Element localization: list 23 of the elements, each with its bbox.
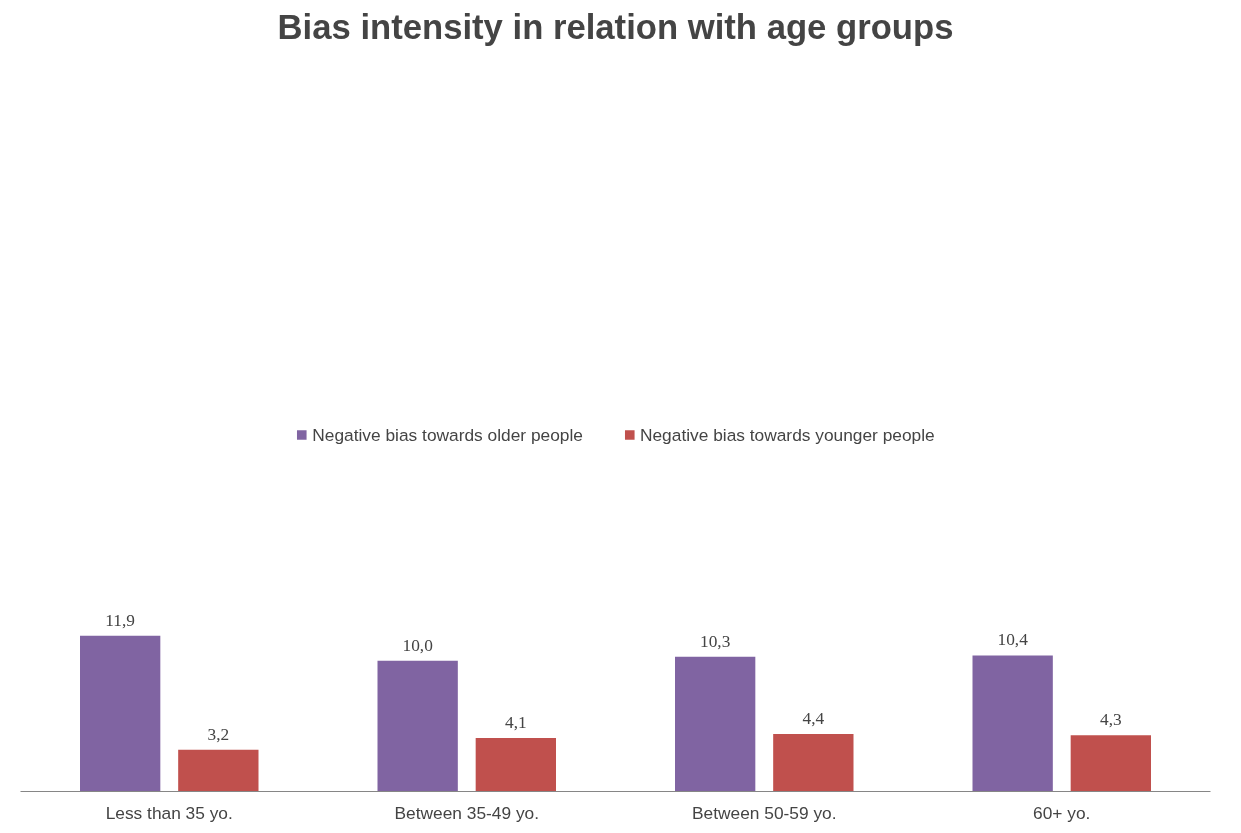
legend-label: Negative bias towards older people	[312, 424, 583, 446]
data-label: 4,1	[505, 712, 527, 732]
bar	[178, 749, 259, 792]
legend-label: Negative bias towards younger people	[639, 424, 935, 446]
bar	[377, 660, 458, 792]
data-label: 4,3	[1100, 710, 1122, 730]
x-tick-label: Between 35-49 yo.	[394, 802, 539, 823]
data-label: 10,3	[700, 631, 731, 651]
x-tick-label: Between 50-59 yo.	[692, 802, 837, 823]
x-tick-label: Less than 35 yo.	[105, 802, 233, 823]
x-tick-label: 60+ yo.	[1033, 802, 1091, 823]
bar	[80, 635, 161, 792]
data-label: 10,4	[997, 630, 1029, 650]
data-label: 10,0	[402, 635, 433, 655]
data-label: 4,4	[802, 708, 825, 728]
data-label: 11,9	[105, 610, 136, 630]
bar	[1070, 735, 1151, 792]
data-label: 3,2	[207, 724, 230, 744]
bar	[972, 655, 1053, 792]
bar	[773, 733, 854, 792]
bar	[475, 737, 556, 792]
bar	[675, 656, 756, 792]
chart-title: Bias intensity in relation with age groups	[277, 7, 954, 46]
